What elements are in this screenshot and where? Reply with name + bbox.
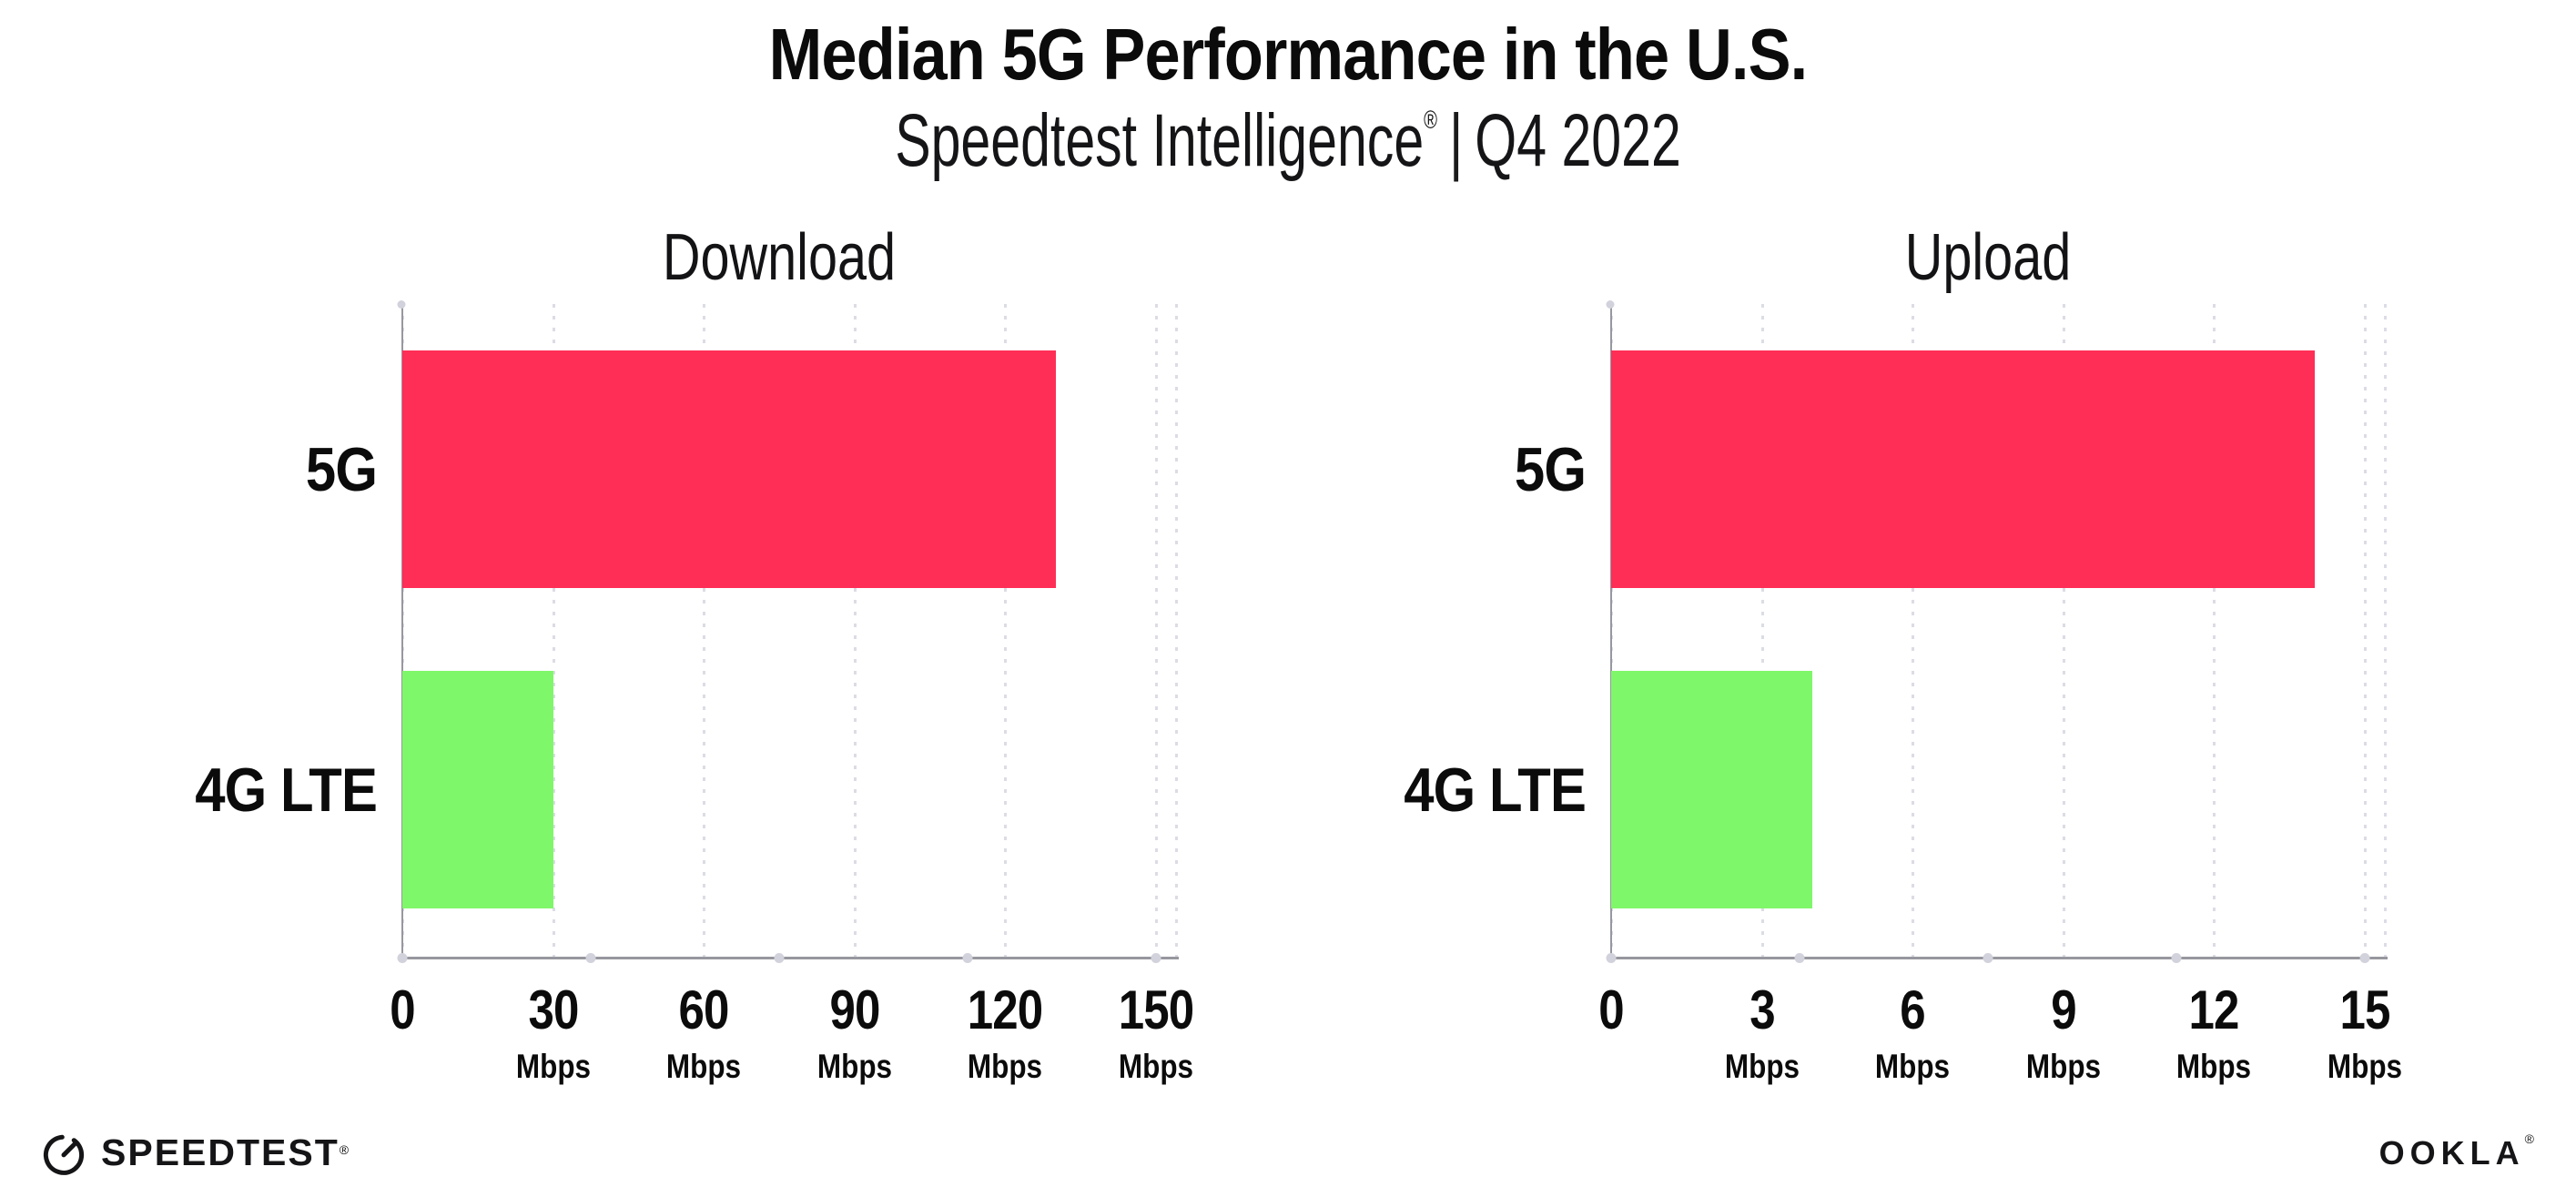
x-tick-unit-120: Mbps — [968, 1048, 1043, 1085]
download-plot-area: 5G 4G LTE 0 30 Mbps 60 Mbps 90 Mbps 120 Mbps 150 Mbp… — [195, 300, 1194, 1083]
x-tick-unit-3: Mbps — [1724, 1048, 1800, 1085]
category-label-4g-lte: 4G LTE — [1404, 755, 1587, 825]
page-title: Median 5G Performance in the U.S. — [768, 14, 1809, 95]
page-subtitle: Speedtest Intelligence® | Q4 2022 — [360, 98, 2216, 184]
gridline-150-mbps — [1155, 304, 1158, 958]
x-axis-line — [401, 957, 1179, 959]
gridline-30-mbps — [552, 304, 555, 958]
x-axis-dot-1 — [1794, 953, 1805, 963]
subtitle-period: Q4 2022 — [1475, 99, 1681, 182]
x-tick-15: 15 Mbps — [2280, 979, 2450, 1085]
x-tick-0: 0 — [1526, 983, 1697, 1038]
x-tick-30: 30 Mbps — [468, 979, 638, 1085]
upload-plot-area: 5G 4G LTE 0 3 Mbps 6 Mbps 9 Mbps 12 Mbps 15 Mbps — [1404, 300, 2402, 1083]
y-axis-line — [397, 300, 406, 958]
ookla-logo: OOKLA® — [2378, 1131, 2534, 1172]
x-tick-unit-60: Mbps — [666, 1048, 742, 1085]
x-tick-unit-12: Mbps — [2176, 1048, 2252, 1085]
gridline-90-mbps — [853, 304, 857, 958]
category-label-5g: 5G — [305, 434, 378, 504]
gridline-12-mbps — [2213, 304, 2216, 958]
bar-5g — [402, 350, 1056, 588]
x-tick-unit-30: Mbps — [515, 1048, 591, 1085]
x-tick-unit-6: Mbps — [1875, 1048, 1951, 1085]
x-tick-150: 150 Mbps — [1071, 979, 1242, 1085]
x-tick-value-150: 150 — [1118, 979, 1194, 1040]
plot-right-boundary-gridline — [1175, 304, 1178, 958]
x-tick-unit-150: Mbps — [1118, 1048, 1194, 1085]
x-tick-value-0: 0 — [1598, 979, 1624, 1040]
x-axis-dot-2 — [1983, 953, 1993, 963]
x-tick-unit-9: Mbps — [2025, 1048, 2101, 1085]
x-tick-value-60: 60 — [678, 979, 730, 1040]
gridline-60-mbps — [703, 304, 706, 958]
x-axis-dot-3 — [2171, 953, 2182, 963]
x-tick-value-30: 30 — [528, 979, 579, 1040]
download-chart-title: Download — [662, 221, 897, 294]
x-tick-value-120: 120 — [968, 979, 1043, 1040]
x-tick-0: 0 — [318, 983, 488, 1038]
x-tick-9: 9 Mbps — [1978, 979, 2148, 1085]
x-axis-dot-0 — [397, 953, 408, 963]
x-tick-value-9: 9 — [2051, 979, 2076, 1040]
x-axis-dot-4 — [2359, 953, 2370, 963]
gridline-3-mbps — [1760, 304, 1764, 958]
x-tick-120: 120 Mbps — [920, 979, 1090, 1085]
x-tick-value-6: 6 — [1900, 979, 1925, 1040]
x-tick-3: 3 Mbps — [1677, 979, 1847, 1085]
plot-right-boundary-gridline — [2384, 304, 2387, 958]
bar-4g-lte — [402, 671, 553, 908]
gridline-6-mbps — [1912, 304, 1915, 958]
x-tick-90: 90 Mbps — [769, 979, 939, 1085]
y-axis-top-dot — [397, 300, 406, 309]
y-axis-line — [1606, 300, 1615, 958]
x-tick-unit-15: Mbps — [2327, 1048, 2403, 1085]
x-tick-value-12: 12 — [2188, 979, 2240, 1040]
x-tick-value-90: 90 — [829, 979, 880, 1040]
x-tick-value-0: 0 — [390, 979, 415, 1040]
gridline-9-mbps — [2062, 304, 2065, 958]
x-axis-dot-1 — [585, 953, 596, 963]
speedtest-registered-mark: ® — [339, 1142, 350, 1157]
x-axis-dot-4 — [1151, 953, 1161, 963]
x-axis-dot-2 — [774, 953, 785, 963]
x-axis-dot-0 — [1606, 953, 1617, 963]
x-tick-unit-90: Mbps — [816, 1048, 892, 1085]
subtitle-separator: | — [1448, 99, 1464, 182]
ookla-registered-mark: ® — [2524, 1131, 2534, 1146]
bar-5g — [1611, 350, 2315, 588]
ookla-logo-text: OOKLA — [2378, 1134, 2525, 1172]
subtitle-brand: Speedtest Intelligence — [895, 99, 1425, 182]
category-label-5g: 5G — [1514, 434, 1587, 504]
x-axis-dot-3 — [962, 953, 973, 963]
x-axis-line — [1610, 957, 2388, 959]
gridline-120-mbps — [1004, 304, 1008, 958]
x-tick-60: 60 Mbps — [619, 979, 789, 1085]
speedtest-logo-text: SPEEDTEST — [101, 1131, 340, 1173]
x-tick-6: 6 Mbps — [1828, 979, 1998, 1085]
x-tick-12: 12 Mbps — [2129, 979, 2299, 1085]
gridline-15-mbps — [2364, 304, 2367, 958]
x-tick-value-3: 3 — [1749, 979, 1775, 1040]
upload-chart-title: Upload — [1904, 221, 2072, 294]
speedtest-gauge-icon — [43, 1134, 85, 1175]
speedtest-logo: SPEEDTEST ® — [38, 1127, 349, 1178]
y-axis-top-dot — [1606, 300, 1615, 309]
x-tick-value-15: 15 — [2339, 979, 2390, 1040]
bar-4g-lte — [1611, 671, 1812, 908]
category-label-4g-lte: 4G LTE — [195, 755, 378, 825]
registered-trademark-mark: ® — [1424, 106, 1438, 134]
